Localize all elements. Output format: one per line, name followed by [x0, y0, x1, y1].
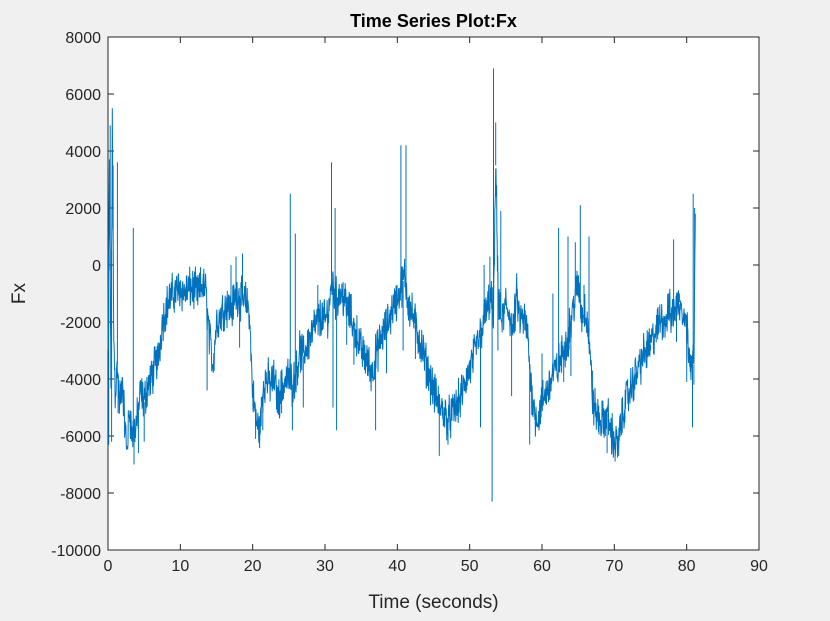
x-tick-label: 20 [244, 558, 262, 575]
x-axis-label: Time (seconds) [368, 592, 498, 613]
x-tick-label: 30 [316, 558, 334, 575]
chart-title: Time Series Plot:Fx [350, 11, 517, 31]
axis-ticks: 0 10 20 30 40 50 60 70 80 90 -10000 -8000 -6000 -4000… [51, 30, 768, 575]
y-tick-label: -6000 [60, 429, 101, 446]
y-tick-label: 0 [92, 258, 101, 275]
y-tick-label: 6000 [65, 87, 101, 104]
x-tick-label: 80 [678, 558, 696, 575]
y-tick-label: -10000 [51, 543, 101, 560]
x-tick-label: 10 [171, 558, 189, 575]
y-tick-label: -8000 [60, 486, 101, 503]
y-tick-label: -2000 [60, 315, 101, 332]
plot-area [107, 36, 760, 551]
y-axis-label: Fx [9, 282, 30, 304]
y-tick-label: 2000 [65, 201, 101, 218]
y-tick-label: 8000 [65, 30, 101, 47]
y-tick-label: 4000 [65, 144, 101, 161]
x-tick-label: 90 [750, 558, 768, 575]
x-tick-label: 70 [605, 558, 623, 575]
x-tick-label: 50 [461, 558, 479, 575]
spikes-layer [108, 68, 696, 502]
x-tick-label: 0 [104, 558, 113, 575]
x-tick-label: 40 [388, 558, 406, 575]
x-tick-label: 60 [533, 558, 551, 575]
y-tick-label: -4000 [60, 372, 101, 389]
